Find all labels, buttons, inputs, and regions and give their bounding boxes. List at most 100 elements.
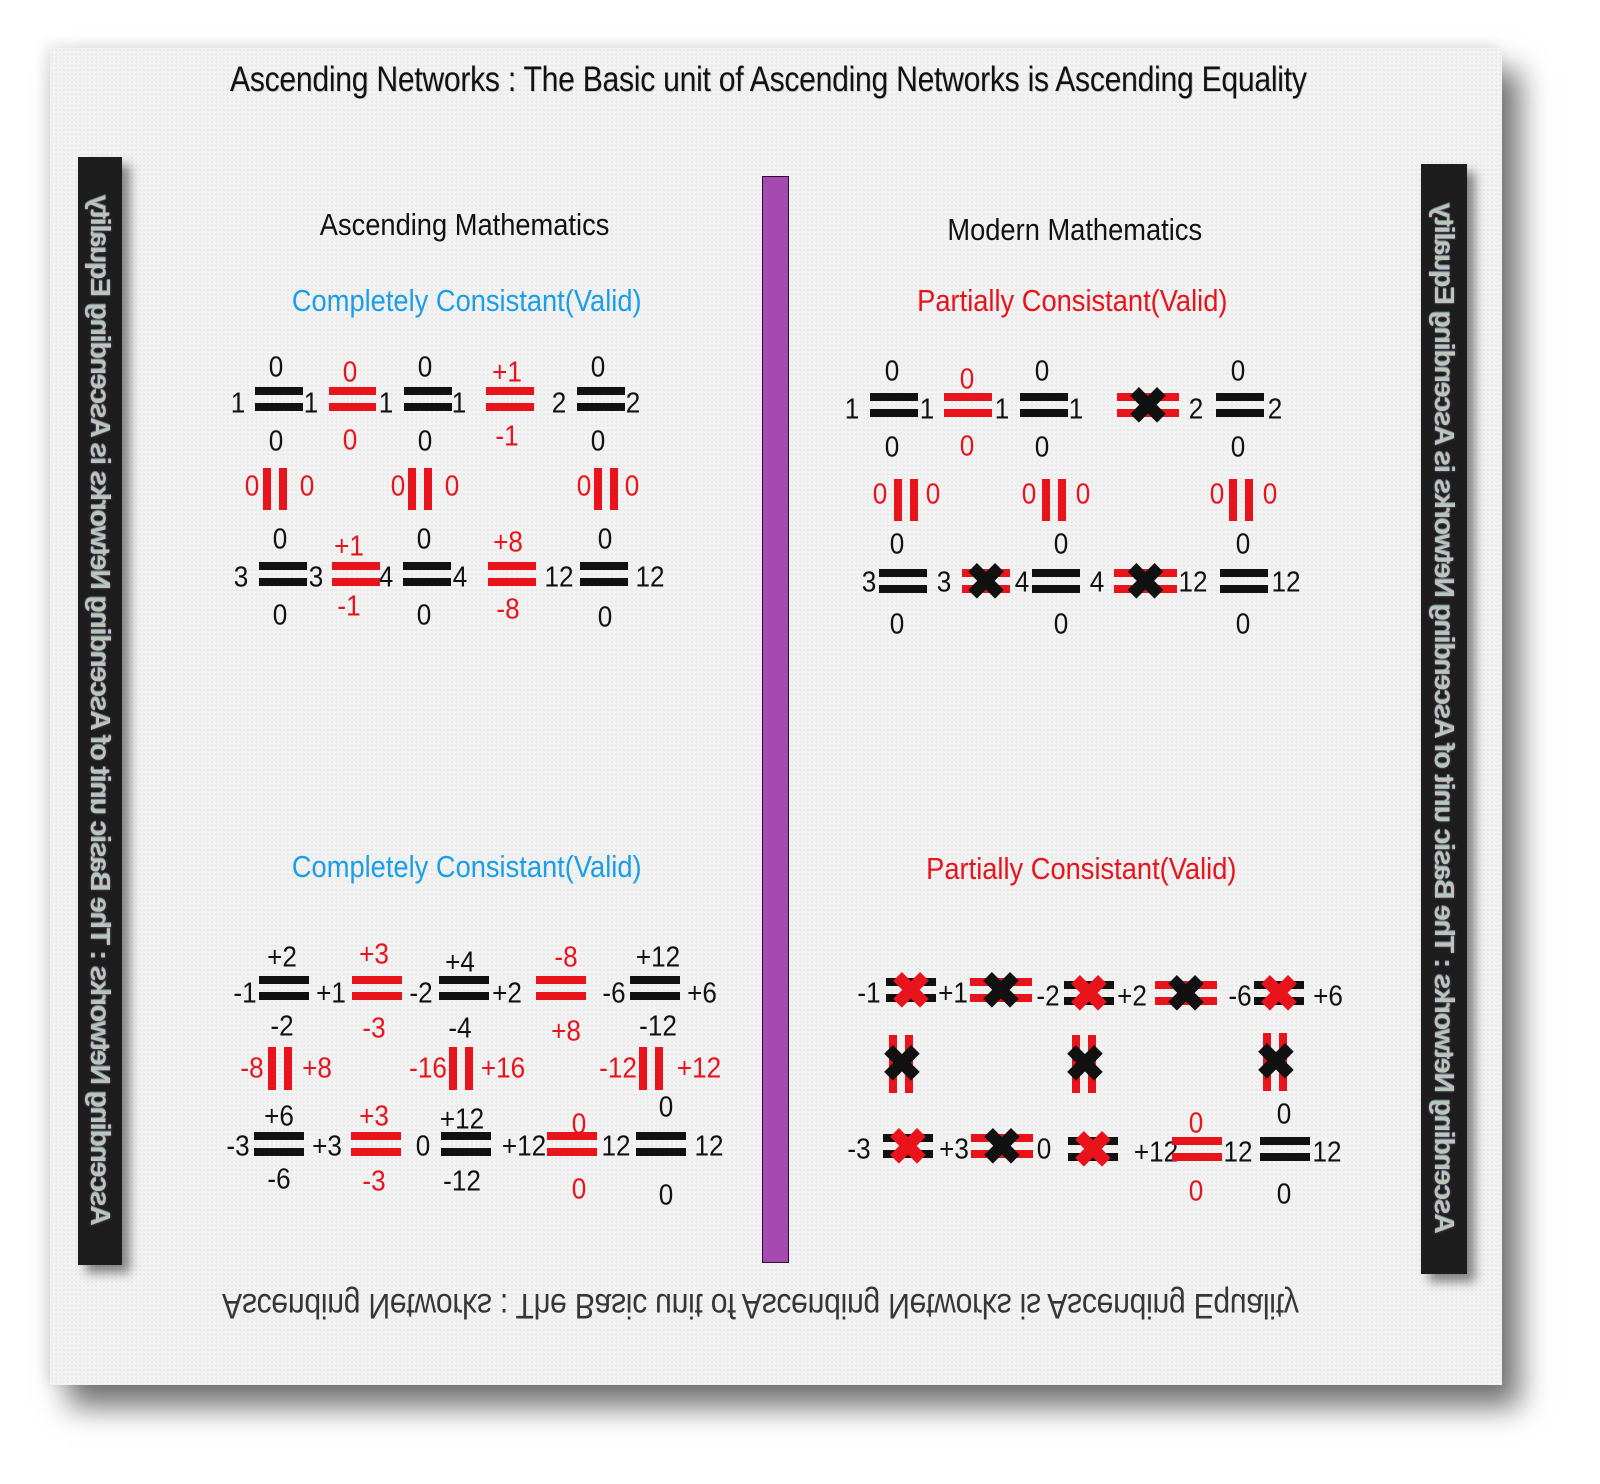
equality-symbol — [1042, 479, 1068, 521]
value-label: +3 — [359, 1100, 389, 1133]
value-label: 0 — [597, 601, 613, 634]
right-decorative-sidebar: Ascending Networks : The Basic unit of A… — [1421, 164, 1467, 1274]
value-label: -12 — [639, 1010, 677, 1043]
equality-bar — [254, 1132, 304, 1140]
equality-bar — [403, 578, 451, 586]
value-label: 2 — [551, 387, 567, 420]
equality-bar — [655, 1047, 663, 1090]
left-bottom-status: Completely Consistant(Valid) — [291, 849, 642, 884]
cross-mark-icon: ✖ — [1068, 966, 1110, 1022]
equality-bar — [259, 992, 309, 1000]
value-label: 1 — [1068, 393, 1084, 426]
value-label: 0 — [1075, 478, 1091, 511]
value-label: 0 — [342, 356, 358, 389]
value-label: +6 — [264, 1100, 294, 1133]
equality-symbol — [259, 562, 307, 588]
value-label: -2 — [409, 977, 433, 1010]
crossed-equality-symbol — [1114, 569, 1177, 595]
equality-bar — [971, 1134, 1033, 1142]
value-label: +16 — [480, 1052, 526, 1085]
value-label: 0 — [1053, 528, 1069, 561]
equality-bar — [630, 992, 680, 1000]
cross-mark-icon: ✖ — [1064, 1036, 1106, 1092]
value-label: 0 — [444, 470, 460, 503]
equality-symbol — [268, 1047, 294, 1090]
value-label: 0 — [272, 523, 288, 556]
left-sidebar-text: Ascending Networks : The Basic unit of A… — [85, 196, 116, 1226]
value-label: -12 — [599, 1052, 637, 1085]
value-label: +2 — [492, 977, 522, 1010]
equality-bar — [1117, 409, 1179, 417]
equality-bar — [870, 393, 918, 401]
cross-mark-icon: ✖ — [1072, 1122, 1114, 1178]
equality-symbol — [1020, 393, 1068, 419]
equality-bar — [1229, 479, 1237, 521]
equality-bar — [580, 578, 628, 586]
equality-bar — [1279, 1033, 1287, 1091]
equality-bar — [1263, 1033, 1271, 1091]
equality-bar — [404, 403, 452, 411]
right-bottom-status: Partially Consistant(Valid) — [926, 851, 1237, 886]
crossed-equality-symbol — [962, 569, 1010, 595]
equality-bar — [889, 1035, 897, 1093]
equality-bar — [329, 387, 376, 395]
equality-bar — [970, 994, 1032, 1002]
value-label: -1 — [233, 977, 257, 1010]
equality-symbol — [636, 1132, 686, 1158]
value-label: 0 — [884, 431, 900, 464]
equality-bar — [962, 569, 1010, 577]
equality-bar — [1220, 585, 1268, 593]
value-label: 0 — [1209, 478, 1225, 511]
value-label: 4 — [1089, 566, 1105, 599]
value-label: 0 — [576, 470, 592, 503]
page-title: Ascending Networks : The Basic unit of A… — [230, 60, 1307, 99]
equality-symbol — [1220, 569, 1268, 595]
value-label: 0 — [417, 425, 433, 458]
value-label: -8 — [496, 593, 520, 626]
equality-bar — [1260, 1153, 1310, 1161]
crossed-equality-symbol — [889, 1035, 915, 1093]
value-label: 0 — [1235, 608, 1251, 641]
equality-bar — [1216, 409, 1264, 417]
cross-mark-icon: ✖ — [887, 1119, 929, 1175]
value-label: 0 — [299, 470, 315, 503]
equality-symbol — [439, 976, 489, 1002]
value-label: -1 — [495, 420, 519, 453]
value-label: +12 — [635, 941, 681, 974]
value-label: 1 — [230, 387, 246, 420]
equality-bar — [1155, 981, 1217, 989]
equality-bar — [1068, 1153, 1118, 1161]
equality-symbol — [630, 976, 680, 1002]
cross-mark-icon: ✖ — [980, 963, 1022, 1019]
value-label: +1 — [334, 530, 364, 563]
right-sidebar-text: Ascending Networks : The Basic unit of A… — [1429, 204, 1460, 1234]
value-label: +12 — [1133, 1136, 1179, 1169]
equality-bar — [879, 569, 927, 577]
left-top-status: Completely Consistant(Valid) — [291, 283, 642, 318]
crossed-equality-symbol — [1064, 981, 1114, 1007]
equality-symbol — [1229, 479, 1255, 521]
equality-bar — [449, 1047, 457, 1090]
equality-bar — [577, 387, 625, 395]
equality-bar — [630, 976, 680, 984]
equality-symbol — [332, 562, 380, 588]
crossed-equality-symbol — [1254, 981, 1304, 1007]
crossed-equality-symbol — [1072, 1035, 1098, 1093]
equality-bar — [465, 1047, 473, 1090]
value-label: -1 — [857, 977, 881, 1010]
value-label: 12 — [694, 1130, 724, 1163]
equality-symbol — [944, 393, 992, 419]
value-label: 1 — [994, 393, 1010, 426]
left-decorative-sidebar: Ascending Networks : The Basic unit of A… — [78, 157, 122, 1265]
value-label: 12 — [601, 1130, 631, 1163]
value-label: 4 — [452, 561, 468, 594]
equality-symbol — [351, 1132, 401, 1158]
equality-bar — [259, 578, 307, 586]
value-label: -3 — [362, 1165, 386, 1198]
equality-bar — [971, 1150, 1033, 1158]
value-label: 1 — [378, 387, 394, 420]
equality-bar — [910, 479, 918, 521]
value-label: -12 — [443, 1165, 481, 1198]
equality-bar — [1260, 1137, 1310, 1145]
equality-bar — [352, 976, 402, 984]
